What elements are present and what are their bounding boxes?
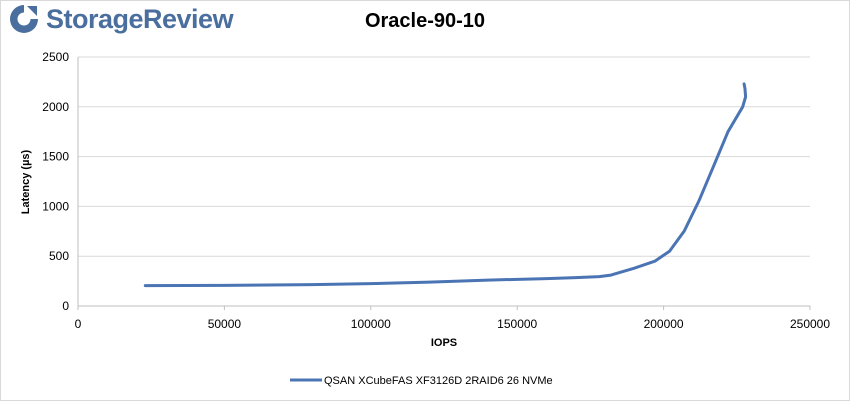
- y-tick-label: 1000: [42, 199, 69, 213]
- x-tick-label: 200000: [644, 317, 684, 331]
- x-tick-label: 50000: [208, 317, 242, 331]
- x-tick-label: 250000: [790, 317, 830, 331]
- legend-label: QSAN XCubeFAS XF3126D 2RAID6 26 NVMe: [324, 375, 553, 387]
- chart-title: Oracle-90-10: [364, 10, 486, 32]
- x-tick-label: 150000: [497, 317, 537, 331]
- y-tick-label: 1500: [42, 150, 69, 164]
- legend: QSAN XCubeFAS XF3126D 2RAID6 26 NVMe: [290, 375, 553, 387]
- y-tick-label: 2500: [42, 50, 69, 64]
- grid-lines: [78, 56, 810, 257]
- brand-logo: StorageReview: [8, 3, 234, 35]
- y-tick-label: 0: [62, 299, 69, 313]
- brand-name: StorageReview: [46, 3, 234, 34]
- y-tick-labels: 0 500 1000 1500 2000 2500: [42, 50, 69, 313]
- x-tick-label: 100000: [351, 317, 391, 331]
- y-tick-label: 2000: [42, 100, 69, 114]
- y-axis-title: Latency (µs): [20, 149, 32, 214]
- axes: [77, 57, 811, 310]
- x-tick-labels: 0 50000 100000 150000 200000 250000: [75, 317, 831, 331]
- storagereview-logo-icon: [10, 5, 38, 33]
- y-tick-label: 500: [49, 249, 69, 263]
- series-lines: [143, 82, 748, 288]
- x-axis-title: IOPS: [431, 337, 457, 349]
- x-tick-label: 0: [75, 317, 82, 331]
- series-line: [143, 82, 748, 288]
